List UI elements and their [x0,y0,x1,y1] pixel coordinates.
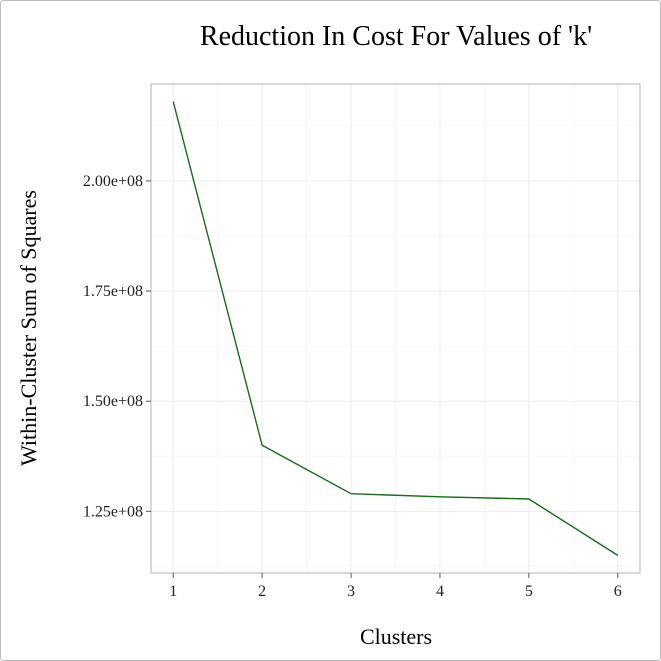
x-tick-label: 4 [436,583,444,600]
x-tick-label: 6 [614,583,622,600]
chart-title: Reduction In Cost For Values of 'k' [200,21,592,52]
y-tick-label: 2.00e+08 [83,173,143,190]
y-tick-label: 1.25e+08 [83,503,143,520]
series [172,101,619,556]
plot-panel-border [150,83,641,574]
grid [151,84,640,573]
x-tick-label: 2 [258,583,266,600]
x-axis-title: Clusters [360,624,432,649]
tick-labels: 1 2 3 4 5 6 1.25e+08 1.50e+08 1.75e+08 2.00e+08 [83,173,622,600]
axis-ticks [146,180,619,578]
y-axis-title: Within-Cluster Sum of Squares [16,190,41,466]
y-tick-label: 1.75e+08 [83,283,143,300]
wcss-series-line [172,101,619,556]
y-tick-label: 1.50e+08 [83,393,143,410]
x-tick-label: 3 [347,583,355,600]
x-tick-label: 5 [525,583,533,600]
x-tick-label: 1 [169,583,177,600]
